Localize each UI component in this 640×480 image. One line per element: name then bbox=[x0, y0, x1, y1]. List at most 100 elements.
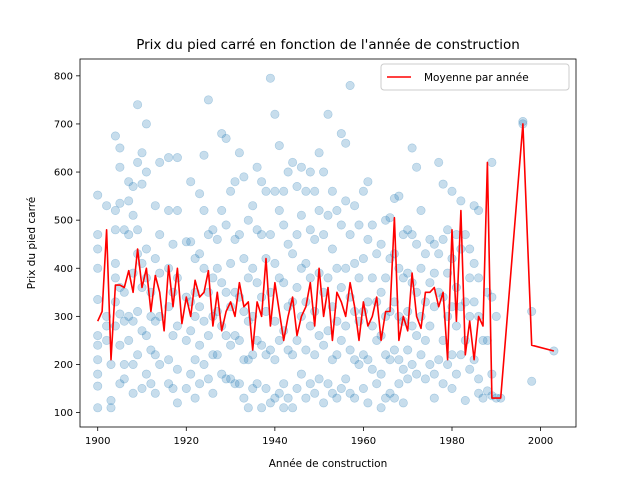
scatter-point bbox=[367, 273, 377, 283]
x-axis-ticks: 1900 1920 1940 1960 1980 2000 bbox=[85, 427, 553, 447]
scatter-point bbox=[350, 393, 360, 403]
scatter-point bbox=[305, 167, 315, 177]
scatter-point bbox=[332, 206, 342, 216]
scatter-point bbox=[274, 273, 284, 283]
scatter-point bbox=[168, 331, 178, 341]
scatter-point bbox=[172, 398, 182, 408]
scatter-point bbox=[350, 201, 360, 211]
scatter-point bbox=[367, 220, 377, 230]
scatter-point bbox=[239, 172, 249, 182]
scatter-point bbox=[168, 287, 178, 297]
scatter-point bbox=[283, 167, 293, 177]
scatter-point bbox=[420, 297, 430, 307]
scatter-point bbox=[172, 321, 182, 331]
scatter-point bbox=[279, 186, 289, 196]
scatter-point bbox=[372, 379, 382, 389]
scatter-point bbox=[474, 374, 484, 384]
scatter-point bbox=[257, 340, 267, 350]
scatter-point bbox=[110, 273, 120, 283]
scatter-point bbox=[164, 379, 174, 389]
x-tick-label: 1960 bbox=[351, 436, 376, 447]
scatter-point bbox=[305, 321, 315, 331]
scatter-point bbox=[376, 369, 386, 379]
scatter-point bbox=[305, 379, 315, 389]
scatter-point bbox=[296, 162, 306, 172]
scatter-point bbox=[146, 379, 156, 389]
scatter-point bbox=[469, 258, 479, 268]
scatter-point bbox=[217, 129, 227, 139]
scatter-point bbox=[230, 177, 240, 187]
scatter-point bbox=[128, 359, 138, 369]
scatter-point bbox=[93, 190, 103, 200]
scatter-point bbox=[425, 278, 435, 288]
scatter-point bbox=[403, 374, 413, 384]
scatter-point bbox=[102, 321, 112, 331]
scatter-point bbox=[434, 157, 444, 167]
scatter-point bbox=[381, 273, 391, 283]
scatter-point bbox=[252, 162, 262, 172]
scatter-point bbox=[257, 292, 267, 302]
scatter-point bbox=[128, 210, 138, 220]
scatter-point bbox=[296, 210, 306, 220]
scatter-point bbox=[425, 234, 435, 244]
scatter-point bbox=[305, 225, 315, 235]
scatter-point bbox=[403, 268, 413, 278]
y-tick-label: 300 bbox=[54, 312, 73, 323]
x-tick-label: 1980 bbox=[439, 436, 464, 447]
scatter-point bbox=[279, 403, 289, 413]
scatter-point bbox=[478, 393, 488, 403]
scatter-point bbox=[420, 374, 430, 384]
scatter-point bbox=[354, 359, 364, 369]
scatter-point bbox=[217, 206, 227, 216]
scatter-point bbox=[292, 335, 302, 345]
scatter-point bbox=[389, 345, 399, 355]
scatter-point bbox=[407, 143, 417, 153]
scatter-point bbox=[345, 388, 355, 398]
scatter-point bbox=[358, 254, 368, 264]
scatter-point bbox=[119, 225, 129, 235]
scatter-point bbox=[155, 157, 165, 167]
scatter-point bbox=[332, 350, 342, 360]
scatter-point bbox=[332, 263, 342, 273]
scatter-point bbox=[438, 335, 448, 345]
scatter-point bbox=[133, 100, 143, 110]
x-tick-label: 1900 bbox=[85, 436, 110, 447]
scatter-point bbox=[527, 376, 537, 386]
scatter-point bbox=[234, 230, 244, 240]
scatter-point bbox=[239, 306, 249, 316]
scatter-point bbox=[164, 355, 174, 365]
scatter-point bbox=[274, 206, 284, 216]
scatter-point bbox=[195, 249, 205, 259]
scatter-point bbox=[141, 167, 151, 177]
scatter-point bbox=[124, 177, 134, 187]
x-tick-label: 1920 bbox=[174, 436, 199, 447]
scatter-point bbox=[221, 374, 231, 384]
scatter-point bbox=[332, 393, 342, 403]
scatter-point bbox=[319, 340, 329, 350]
scatter-point bbox=[381, 393, 391, 403]
scatter-point bbox=[336, 220, 346, 230]
scatter-point bbox=[93, 294, 103, 304]
scatter-point bbox=[150, 388, 160, 398]
scatter-point bbox=[239, 393, 249, 403]
scatter-point bbox=[203, 230, 213, 240]
scatter-point bbox=[164, 206, 174, 216]
scatter-point bbox=[141, 119, 151, 129]
scatter-point bbox=[403, 306, 413, 316]
scatter-point bbox=[234, 335, 244, 345]
scatter-point bbox=[323, 210, 333, 220]
scatter-point bbox=[429, 369, 439, 379]
scatter-point bbox=[345, 345, 355, 355]
scatter-point bbox=[261, 350, 271, 360]
scatter-point bbox=[363, 177, 373, 187]
scatter-point bbox=[434, 249, 444, 259]
scatter-point bbox=[474, 273, 484, 283]
scatter-point bbox=[119, 287, 129, 297]
scatter-point bbox=[115, 198, 125, 208]
scatter-point bbox=[270, 355, 280, 365]
scatter-point bbox=[172, 153, 182, 163]
scatter-point bbox=[367, 364, 377, 374]
scatter-point bbox=[181, 383, 191, 393]
scatter-point bbox=[234, 148, 244, 158]
